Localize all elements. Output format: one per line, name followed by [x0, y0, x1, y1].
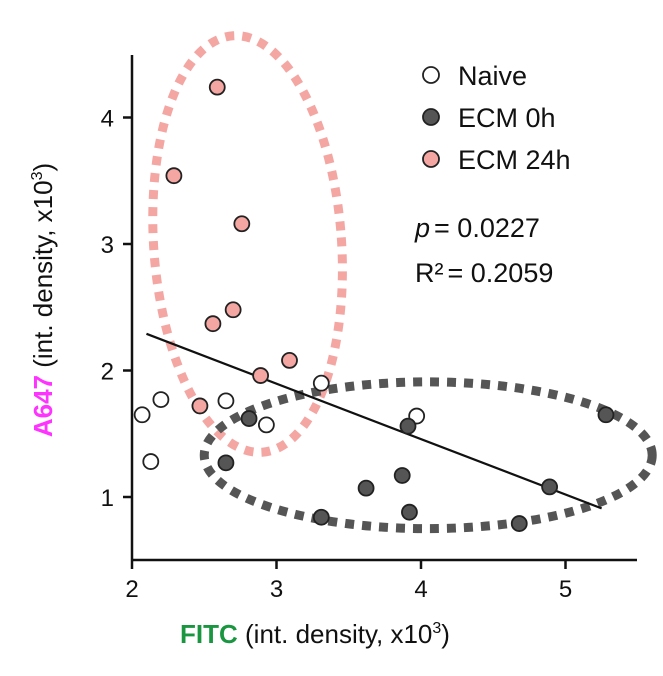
x-tick-label: 4	[414, 576, 427, 603]
group-ellipse	[148, 31, 347, 457]
data-point	[240, 410, 258, 427]
y-axis-title-text: (int. density, x10	[28, 180, 58, 375]
axes	[130, 55, 637, 562]
y-axis-title-superscript: 3	[29, 171, 46, 180]
x-tick-label: 3	[270, 576, 283, 603]
x-axis-title: FITC (int. density, x103)	[180, 619, 450, 649]
legend-marker	[422, 66, 440, 84]
r-squared-label: R² = 0.2059	[415, 258, 553, 288]
legend-marker	[422, 150, 440, 168]
data-point	[191, 397, 209, 415]
data-point	[217, 392, 235, 410]
y-tick-label: 4	[101, 106, 114, 133]
group-ellipses	[148, 31, 657, 534]
x-axis-title-text: (int. density, x10	[238, 619, 433, 649]
data-point	[152, 391, 170, 408]
legend-label: Naive	[458, 61, 527, 91]
data-point	[233, 215, 251, 233]
legend-label: ECM 0h	[458, 103, 556, 133]
data-point	[357, 479, 375, 497]
data-point	[399, 417, 417, 435]
p-symbol: p	[414, 213, 430, 243]
y-axis-title-end: )	[28, 163, 58, 172]
data-point	[224, 301, 242, 319]
p-value: = 0.0227	[434, 213, 540, 243]
y-tick-label: 3	[101, 232, 114, 259]
data-point	[133, 406, 151, 424]
data-point	[208, 78, 226, 96]
x-axis-title-end: )	[441, 619, 450, 649]
legend: Naive ECM 0h ECM 24h	[422, 61, 571, 175]
x-tick-label: 2	[125, 576, 138, 603]
data-point	[142, 453, 160, 470]
data-point	[257, 416, 275, 434]
legend-label: ECM 24h	[458, 145, 571, 175]
data-point	[510, 515, 528, 532]
data-points	[133, 78, 615, 532]
y-tick-label: 2	[101, 359, 114, 386]
data-point	[401, 503, 418, 521]
group-ellipse	[199, 377, 657, 534]
data-point	[252, 367, 270, 384]
data-point	[217, 454, 235, 472]
r-squared-value: = 0.2059	[448, 258, 554, 288]
ticks: 2 3 4 5 1 2 3 4	[101, 106, 573, 604]
data-point	[393, 467, 411, 484]
y-tick-label: 1	[101, 485, 114, 512]
legend-marker	[422, 108, 440, 126]
p-value-label: p = 0.0227	[414, 213, 540, 243]
data-point	[597, 406, 615, 424]
data-point	[312, 508, 330, 526]
statistics-annotation: p = 0.0227 R² = 0.2059	[414, 213, 553, 288]
r-squared-symbol: R²	[415, 258, 444, 288]
x-axis-title-highlight: FITC	[180, 619, 238, 649]
regression-line	[146, 332, 603, 510]
x-axis-title-superscript: 3	[432, 620, 441, 637]
y-axis-title: A647 (int. density, x103)	[28, 163, 58, 437]
y-axis-title-highlight: A647	[28, 375, 58, 437]
data-point	[204, 315, 222, 333]
data-point	[281, 351, 298, 369]
data-point	[165, 167, 183, 185]
data-point	[312, 374, 330, 392]
data-point	[541, 478, 559, 496]
x-tick-label: 5	[559, 576, 572, 603]
